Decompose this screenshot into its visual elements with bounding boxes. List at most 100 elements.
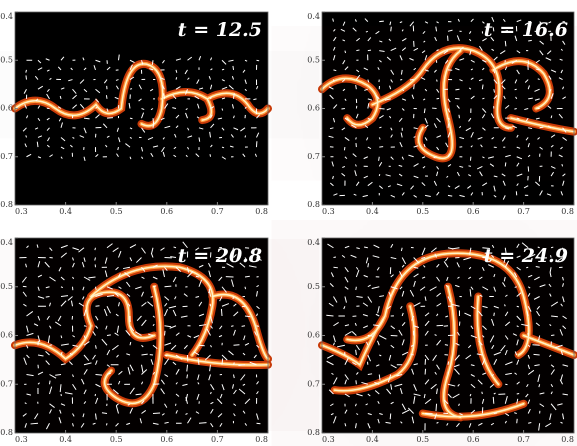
velocity-arrow	[375, 94, 380, 100]
velocity-arrow	[560, 69, 563, 74]
x-tick-label: 0.8	[561, 435, 574, 444]
velocity-arrow	[470, 305, 476, 310]
velocity-arrow	[398, 329, 403, 336]
velocity-arrow	[150, 296, 154, 298]
x-tick-label: 0.4	[366, 207, 379, 216]
velocity-arrow	[376, 266, 380, 271]
velocity-arrow	[210, 391, 212, 395]
velocity-arrow	[363, 67, 369, 71]
velocity-arrow	[169, 325, 177, 329]
velocity-arrow	[196, 393, 200, 400]
velocity-arrow	[208, 75, 211, 80]
velocity-arrow	[410, 185, 415, 190]
x-tick-label: 0.7	[517, 435, 530, 444]
velocity-arrow	[326, 360, 334, 366]
velocity-arrow	[539, 146, 543, 150]
velocity-arrow	[233, 329, 236, 336]
velocity-arrow	[152, 264, 158, 268]
velocity-arrow	[195, 275, 200, 278]
velocity-arrow	[242, 383, 246, 386]
velocity-arrow	[221, 286, 227, 293]
velocity-arrow	[452, 393, 460, 399]
velocity-arrow	[516, 117, 520, 120]
velocity-arrow	[60, 87, 65, 90]
velocity-arrow	[330, 272, 334, 278]
velocity-arrow	[230, 134, 234, 138]
velocity-arrow	[72, 262, 75, 268]
velocity-arrow	[480, 144, 483, 148]
velocity-arrow	[168, 305, 177, 309]
velocity-arrow	[390, 401, 394, 405]
velocity-arrow	[562, 283, 564, 287]
velocity-arrow	[95, 345, 97, 349]
velocity-arrow	[221, 97, 226, 100]
velocity-arrow	[183, 344, 188, 350]
velocity-arrow	[208, 262, 211, 268]
velocity-arrow	[378, 156, 380, 161]
velocity-arrow	[562, 315, 567, 320]
velocity-arrow	[481, 391, 483, 395]
velocity-arrow	[244, 106, 247, 109]
velocity-arrow	[150, 359, 154, 365]
velocity-arrow	[504, 396, 508, 404]
velocity-arrow	[514, 412, 517, 414]
x-tick-label: 0.7	[211, 435, 224, 444]
density-filament	[322, 48, 574, 158]
velocity-arrow	[468, 117, 472, 122]
velocity-arrow	[182, 241, 188, 249]
velocity-arrow	[562, 173, 566, 177]
velocity-arrow	[445, 284, 449, 288]
velocity-arrow	[233, 389, 237, 395]
velocity-arrow	[72, 344, 78, 347]
velocity-arrow	[505, 413, 510, 417]
velocity-arrow	[364, 124, 369, 129]
velocity-arrow	[72, 276, 75, 280]
velocity-arrow	[373, 324, 380, 327]
velocity-arrow	[219, 422, 223, 427]
velocity-arrow	[198, 324, 207, 327]
velocity-arrow	[528, 421, 532, 424]
velocity-arrow	[244, 257, 248, 261]
velocity-arrow	[481, 84, 484, 90]
velocity-arrow	[410, 353, 414, 356]
x-tick-label: 0.8	[255, 207, 268, 216]
velocity-arrow	[516, 359, 520, 365]
velocity-arrow	[118, 250, 122, 258]
velocity-arrow	[331, 161, 334, 167]
velocity-arrow	[81, 378, 85, 385]
velocity-arrow	[489, 383, 495, 388]
velocity-arrow	[218, 335, 223, 338]
velocity-arrow	[332, 46, 336, 51]
velocity-arrow	[505, 154, 511, 158]
velocity-arrow	[526, 310, 529, 317]
velocity-arrow	[379, 335, 387, 340]
velocity-arrow	[210, 123, 215, 129]
velocity-arrow	[501, 79, 506, 84]
velocity-arrow	[141, 156, 144, 160]
velocity-arrow	[95, 153, 99, 158]
velocity-arrow	[141, 266, 146, 272]
velocity-arrow	[58, 417, 62, 424]
velocity-arrow	[198, 301, 203, 307]
velocity-arrow	[454, 354, 460, 361]
velocity-arrow	[340, 28, 346, 32]
velocity-arrow	[203, 247, 211, 250]
velocity-arrow	[344, 117, 349, 122]
velocity-arrow	[332, 416, 337, 424]
velocity-arrow	[356, 49, 360, 52]
velocity-arrow	[537, 137, 540, 140]
velocity-arrow	[500, 344, 506, 352]
velocity-arrow	[106, 334, 111, 336]
velocity-arrow	[46, 144, 50, 148]
velocity-arrow	[385, 421, 391, 424]
velocity-arrow	[429, 286, 437, 291]
velocity-arrow	[401, 290, 405, 297]
velocity-arrow	[152, 276, 158, 280]
velocity-arrow	[328, 302, 334, 307]
velocity-arrow	[479, 294, 483, 297]
velocity-arrow	[187, 335, 192, 338]
velocity-arrow	[424, 194, 431, 197]
velocity-arrow	[152, 371, 156, 375]
velocity-arrow	[115, 266, 119, 271]
velocity-arrow	[491, 318, 495, 326]
